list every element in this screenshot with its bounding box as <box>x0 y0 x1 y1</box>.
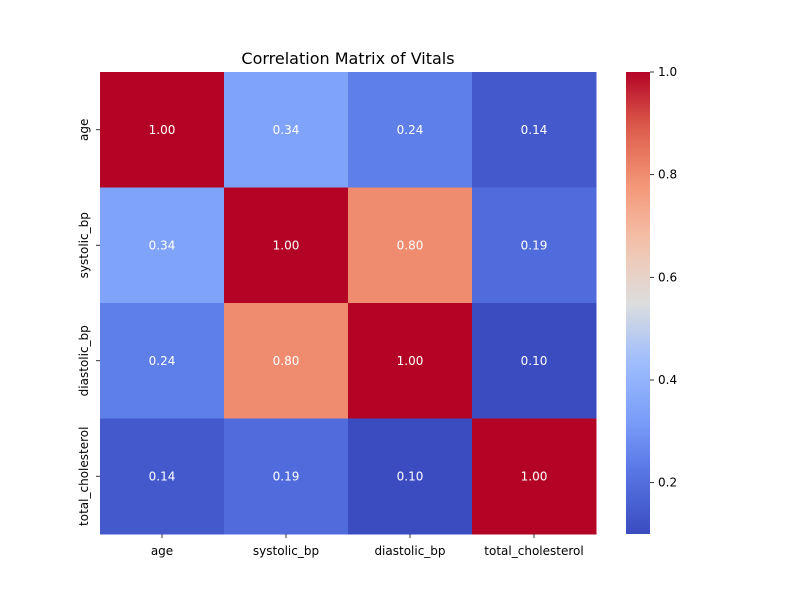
cell-value-label: 1.00 <box>521 469 548 483</box>
y-tick-label: age <box>77 119 91 141</box>
heatmap-cell <box>224 72 349 188</box>
heatmap-cells: 1.00 0.34 0.24 0.14 0.34 1.00 0.80 0.19 0.24 0.80… <box>100 72 597 535</box>
cell-value-label: 0.19 <box>521 238 548 252</box>
heatmap-cell <box>100 187 225 304</box>
cell-value-label: 0.80 <box>397 238 424 252</box>
chart-title: Correlation Matrix of Vitals <box>241 49 454 68</box>
x-axis: age systolic_bp diastolic_bp total_choleste… <box>151 534 584 558</box>
cell-value-label: 0.14 <box>149 469 176 483</box>
x-tick-label: diastolic_bp <box>374 544 445 558</box>
cell-value-label: 0.19 <box>273 469 300 483</box>
colorbar-tick-label: 0.8 <box>658 168 677 182</box>
heatmap-cell <box>100 418 225 535</box>
heatmap-cell <box>348 418 473 535</box>
colorbar-tick-label: 0.6 <box>658 270 677 284</box>
cell-value-label: 0.24 <box>397 123 424 137</box>
y-tick-label: total_cholesterol <box>77 427 91 526</box>
cell-value-label: 1.00 <box>273 238 300 252</box>
colorbar-gradient <box>626 72 650 534</box>
colorbar-tick-label: 0.2 <box>658 476 677 490</box>
heatmap-cell <box>224 418 349 535</box>
y-tick-label: systolic_bp <box>77 212 91 278</box>
cell-value-label: 1.00 <box>397 354 424 368</box>
cell-value-label: 0.34 <box>273 123 300 137</box>
heatmap-cell <box>224 303 349 419</box>
cell-value-label: 1.00 <box>149 123 176 137</box>
cell-value-label: 0.14 <box>521 123 548 137</box>
heatmap-cell <box>100 303 225 419</box>
colorbar-tick-label: 0.4 <box>658 373 677 387</box>
y-tick-label: diastolic_bp <box>77 325 91 396</box>
heatmap-cell <box>472 187 597 304</box>
heatmap-cell <box>472 72 597 188</box>
y-axis: age systolic_bp diastolic_bp total_choleste… <box>77 119 100 526</box>
heatmap-cell <box>348 72 473 188</box>
heatmap-cell <box>100 72 225 188</box>
cell-value-label: 0.10 <box>521 354 548 368</box>
cell-value-label: 0.24 <box>149 354 176 368</box>
heatmap-cell <box>348 187 473 304</box>
colorbar-tick-label: 1.0 <box>658 65 677 79</box>
colorbar: 0.2 0.4 0.6 0.8 1.0 <box>626 65 677 534</box>
x-tick-label: total_cholesterol <box>484 544 583 558</box>
heatmap-cell <box>348 303 473 419</box>
cell-value-label: 0.80 <box>273 354 300 368</box>
cell-value-label: 0.10 <box>397 469 424 483</box>
cell-value-label: 0.34 <box>149 238 176 252</box>
x-tick-label: age <box>151 544 173 558</box>
heatmap-cell <box>472 303 597 419</box>
heatmap-cell <box>472 418 597 535</box>
x-tick-label: systolic_bp <box>253 544 319 558</box>
heatmap-cell <box>224 187 349 304</box>
